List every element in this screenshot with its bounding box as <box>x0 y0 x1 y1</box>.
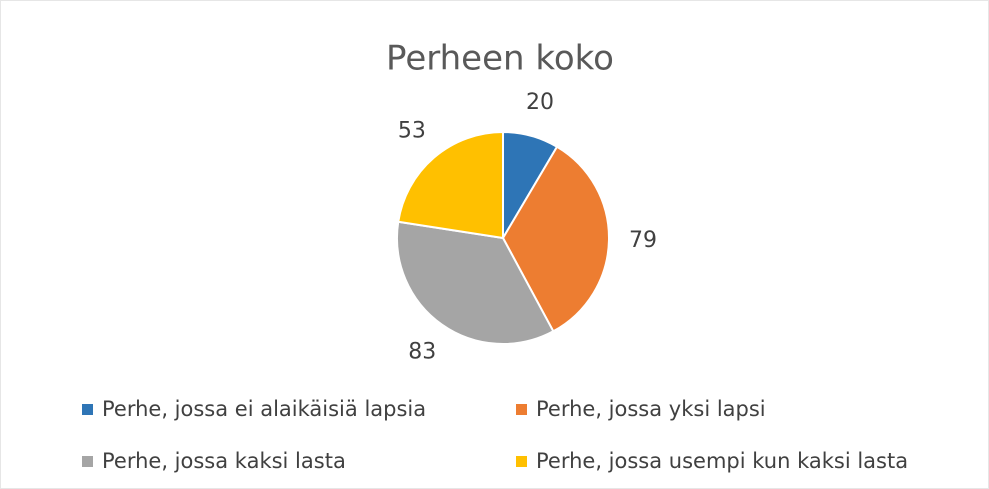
legend-label: Perhe, jossa usempi kun kaksi lasta <box>536 449 908 473</box>
legend-label: Perhe, jossa ei alaikäisiä lapsia <box>102 397 426 421</box>
data-label: 79 <box>629 228 657 253</box>
legend-swatch <box>516 456 527 467</box>
legend-label: Perhe, jossa kaksi lasta <box>102 449 346 473</box>
pie-slice <box>396 220 555 345</box>
data-label: 53 <box>398 119 426 144</box>
data-label: 83 <box>408 339 436 364</box>
pie-slice <box>397 130 504 240</box>
legend-swatch <box>82 456 93 467</box>
chart-title: Perheen koko <box>386 39 614 79</box>
legend-swatch <box>516 404 527 415</box>
data-label: 20 <box>526 90 554 115</box>
legend-label: Perhe, jossa yksi lapsi <box>536 397 766 421</box>
legend-swatch <box>82 404 93 415</box>
